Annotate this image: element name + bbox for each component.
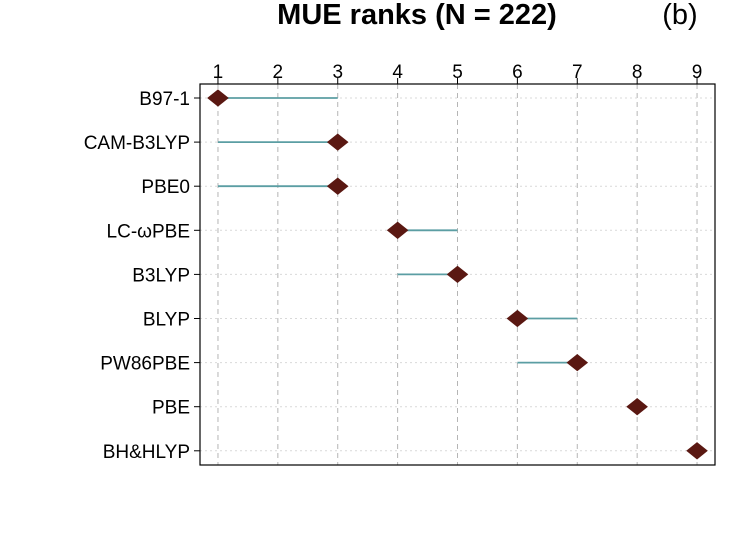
category-label: LC-ωPBE — [107, 221, 190, 242]
category-label: BLYP — [143, 310, 190, 331]
point-layer — [207, 89, 708, 460]
rank-point — [566, 353, 589, 372]
x-tick-label: 6 — [512, 62, 523, 83]
x-tick-label: 7 — [572, 62, 583, 83]
plot-frame — [199, 83, 716, 466]
x-tick-label: 4 — [392, 62, 403, 83]
x-tick-label: 9 — [692, 62, 703, 83]
category-label: B97-1 — [139, 89, 190, 110]
rank-point — [326, 133, 349, 151]
chart-title: MUE ranks (N = 222) — [277, 0, 557, 31]
rank-point — [446, 265, 469, 284]
x-tick-label: 1 — [213, 62, 224, 83]
rank-point — [386, 221, 409, 239]
x-tick-label: 5 — [452, 62, 463, 83]
category-label: BH&HLYP — [103, 442, 190, 463]
category-label: B3LYP — [132, 265, 190, 286]
x-tick-label: 3 — [332, 62, 343, 83]
category-label: PBE — [152, 398, 190, 419]
category-label: CAM-B3LYP — [84, 133, 190, 154]
category-label: PBE0 — [141, 177, 190, 198]
x-tick-label: 8 — [632, 62, 643, 83]
x-tick-labels: 1 2 3 4 5 6 7 8 9 — [213, 62, 703, 84]
x-tick-label: 2 — [273, 62, 284, 83]
category-label: PW86PBE — [100, 354, 190, 375]
range-layer — [217, 97, 578, 364]
rank-point — [506, 309, 529, 328]
rank-point — [326, 177, 349, 195]
rank-point — [686, 442, 708, 460]
category-labels: B97-1 CAM-B3LYP PBE0 LC-ωPBE B3LYP BLYP PW86PB… — [84, 89, 200, 463]
rank-point — [207, 89, 229, 107]
rank-point — [626, 398, 648, 416]
panel-label: (b) — [662, 0, 697, 31]
